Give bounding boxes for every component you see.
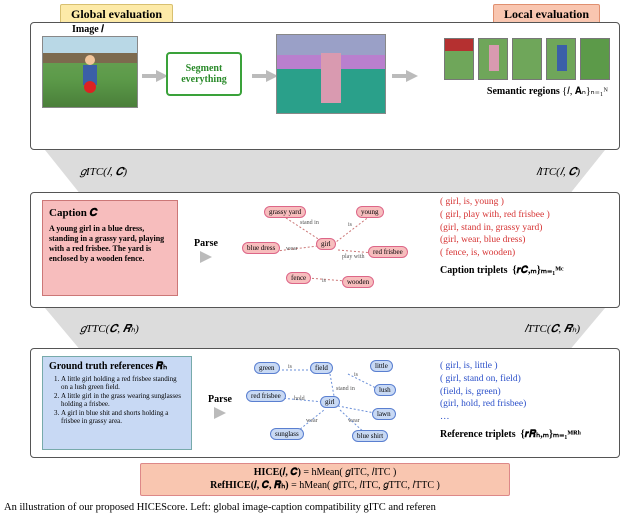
node-grassy-yard: grassy yard [264,206,306,218]
semantic-regions-label: Semantic regions {𝐼, 𝐀ₙ}ₙ₌₁ᴺ [487,86,608,97]
litc-label: 𝑙ITC(𝐼, 𝑪) [536,166,580,179]
node-green: green [254,362,280,374]
segmentation-map [276,34,386,114]
image-i-label: Image 𝐼 [72,24,104,35]
edge-label: wear [286,246,298,252]
node-wooden: wooden [342,276,374,288]
semantic-region-thumbs [444,38,610,80]
gitc-label: 𝑔ITC(𝐼, 𝑪) [80,166,127,179]
gttc-label: 𝑔TTC(𝑪, 𝑹ₕ) [80,322,139,336]
ref-list: A little girl holding a red frisbee stan… [49,375,185,425]
ground-truth-box: Ground truth references 𝑹ₕ A little girl… [42,356,192,450]
edge-label: is [288,364,292,370]
caption-title: Caption 𝑪 [49,207,171,220]
lttc-label: 𝑙TTC(𝑪, 𝑹ₕ) [524,322,580,336]
figure-caption: An illustration of our proposed HICEScor… [4,502,636,513]
node-blue-shirt: blue shirt [352,430,388,442]
node-lawn: lawn [372,408,396,420]
parse-arrow-1: Parse [188,238,224,263]
node-fence: fence [286,272,311,284]
edge-label: stand in [300,220,319,226]
node-young: young [356,206,384,218]
node-little: little [370,360,393,372]
segment-everything-box: Segment everything [166,52,242,96]
edge-label: hold [294,396,305,402]
node-girl2: girl [320,396,340,408]
reference-triplets: ( girl, is, little ) ( girl, stand on, f… [440,360,610,442]
parse-arrow-2: Parse [202,394,238,419]
caption-parse-graph: grassy yard young blue dress girl red fr… [238,200,420,300]
node-red-frisbee: red frisbee [368,246,408,258]
caption-triplets: ( girl, is, young ) ( girl, play with, r… [440,196,610,278]
ref-title: Ground truth references 𝑹ₕ [49,361,185,372]
caption-text-box: Caption 𝑪 A young girl in a blue dress, … [42,200,178,296]
edge-label: stand in [336,386,355,392]
edge-label: is [322,278,326,284]
caption-body: A young girl in a blue dress, standing i… [49,224,171,264]
edge-label: wear [348,418,360,424]
node-sunglass: sunglass [270,428,304,440]
node-field: field [310,362,333,374]
node-lush: lush [374,384,396,396]
input-image-thumb [42,36,138,108]
node-girl: girl [316,238,336,250]
node-blue-dress: blue dress [242,242,280,254]
reference-parse-graph: green field little red frisbee girl lush… [240,356,420,452]
formula-box: HICE(𝐼, 𝑪) = hMean( 𝑔ITC, 𝑙ITC ) RefHICE… [140,463,510,496]
arrow-icon [406,70,418,82]
edge-label: is [354,372,358,378]
edge-label: is [348,222,352,228]
figure-canvas: Global evaluation Local evaluation Image… [0,0,640,513]
bridge-global-local-1 [45,150,605,192]
node-red-frisbee2: red frisbee [246,390,286,402]
edge-label: play with [342,254,365,260]
edge-label: wear [306,418,318,424]
